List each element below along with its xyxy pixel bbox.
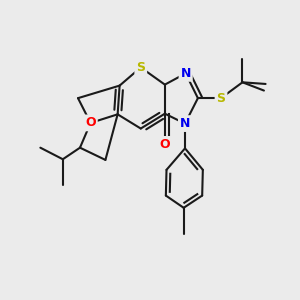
Text: N: N — [181, 67, 191, 80]
Text: S: S — [136, 61, 145, 74]
Text: N: N — [180, 117, 190, 130]
Text: O: O — [85, 116, 96, 129]
Text: O: O — [160, 138, 170, 151]
Text: S: S — [217, 92, 226, 105]
